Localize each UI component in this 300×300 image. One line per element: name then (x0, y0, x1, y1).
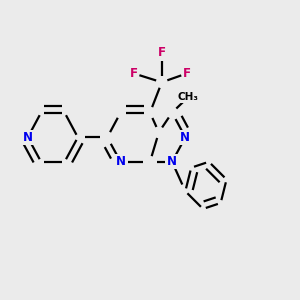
Text: N: N (180, 131, 190, 144)
Text: N: N (23, 131, 33, 144)
Text: CH₃: CH₃ (178, 92, 199, 102)
Text: F: F (183, 67, 191, 80)
Text: N: N (167, 155, 177, 168)
Text: F: F (158, 46, 166, 59)
Text: F: F (130, 67, 138, 80)
Text: N: N (116, 155, 126, 168)
